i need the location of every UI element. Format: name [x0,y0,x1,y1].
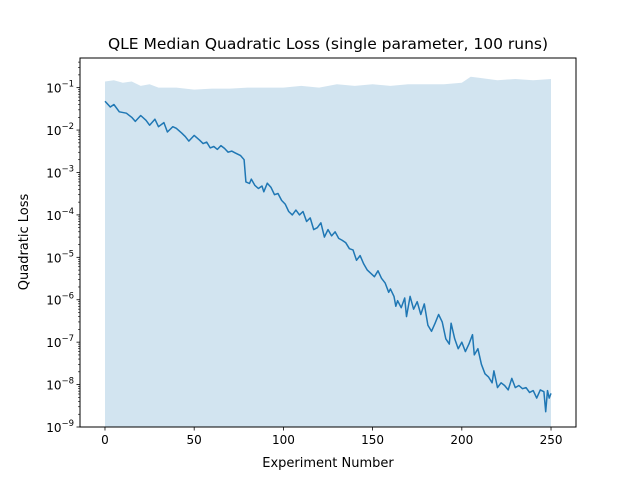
x-tick-label: 150 [361,433,384,447]
chart-title: QLE Median Quadratic Loss (single parame… [108,35,548,53]
y-axis-ticks: 10−9 10−8 10−7 10−6 10−5 10−4 10−3 10−2 10−1 [46,61,80,435]
x-tick-label: 250 [540,433,563,447]
axes-frame [79,57,577,428]
plot-area [104,76,552,428]
median-loss-line [104,100,552,413]
y-tick-label: 10−9 [46,419,74,435]
y-tick-label: 10−7 [46,334,74,350]
x-tick-label: 0 [101,433,109,447]
y-tick-label: 10−2 [46,122,74,138]
y-tick-label: 10−6 [46,292,74,308]
x-axis-label: Experiment Number [262,456,394,471]
spread-band [105,76,551,428]
y-tick-label: 10−8 [46,377,74,393]
y-tick-label: 10−3 [46,164,74,180]
y-axis-label: Quadratic Loss [17,194,32,291]
y-tick-label: 10−5 [46,249,74,265]
x-axis-ticks: 0 50 100 150 200 250 [101,427,562,447]
y-tick-label: 10−4 [46,207,74,223]
y-tick-label: 10−1 [46,80,74,96]
x-tick-label: 200 [450,433,473,447]
x-tick-label: 50 [187,433,202,447]
x-tick-label: 100 [272,433,295,447]
